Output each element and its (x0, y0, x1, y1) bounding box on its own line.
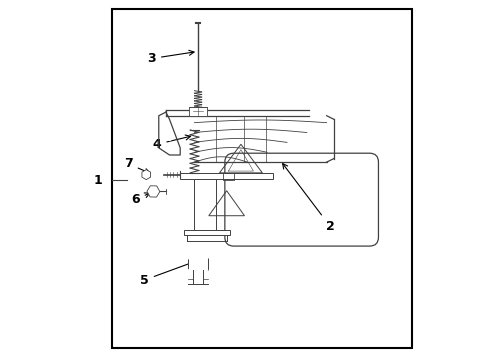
Text: 2: 2 (282, 163, 334, 233)
Ellipse shape (151, 190, 155, 193)
Text: 1: 1 (94, 174, 102, 186)
Bar (183, 230, 230, 235)
Bar (180, 173, 272, 179)
Text: 3: 3 (147, 50, 194, 65)
Text: 4: 4 (152, 135, 190, 151)
Bar (189, 107, 206, 116)
FancyBboxPatch shape (224, 153, 378, 246)
Text: 6: 6 (131, 193, 149, 206)
Ellipse shape (253, 174, 353, 226)
Ellipse shape (188, 255, 207, 261)
Ellipse shape (149, 169, 164, 180)
Ellipse shape (166, 130, 172, 141)
Text: 7: 7 (124, 157, 149, 174)
Ellipse shape (194, 256, 202, 260)
Bar (188, 258, 207, 270)
Text: 5: 5 (140, 261, 194, 287)
Ellipse shape (188, 267, 207, 273)
Bar (194, 179, 216, 230)
Ellipse shape (153, 172, 160, 177)
Bar (112, 9, 411, 348)
